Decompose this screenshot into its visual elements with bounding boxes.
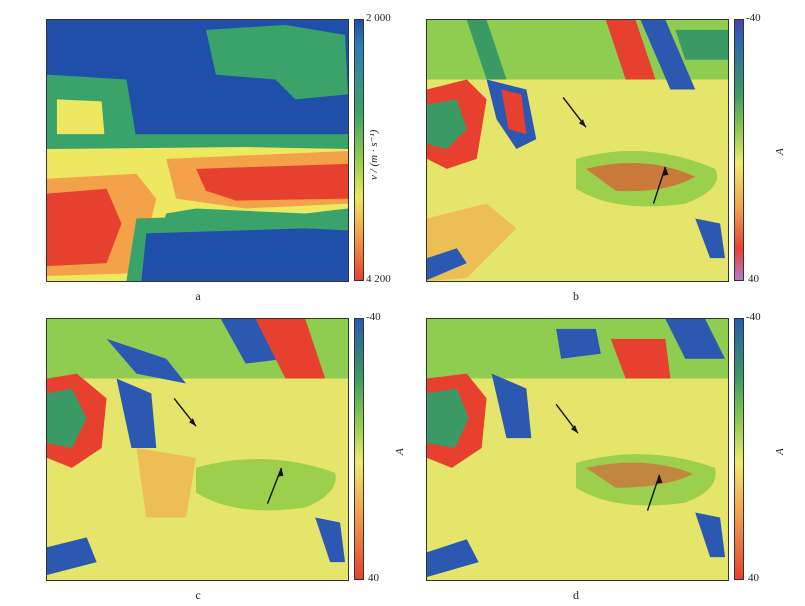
amplitude-colorbar-c	[354, 318, 364, 580]
colorbar-min-label: 40	[748, 572, 759, 584]
velocity-colorbar	[354, 19, 364, 281]
colorbar-min-label: 4 200	[366, 273, 391, 285]
colorbar-axis-label: A	[774, 148, 786, 155]
colorbar-max-label: -40	[746, 311, 761, 323]
colorbar-max-label: -40	[746, 12, 761, 24]
colorbar-axis-label: A	[774, 448, 786, 455]
amplitude-image-b	[426, 19, 729, 282]
colorbar-min-label: 40	[748, 273, 759, 285]
velocity-model-image	[46, 19, 349, 282]
colorbar-axis-label: A	[394, 448, 406, 455]
colorbar-min-label: 40	[368, 572, 379, 584]
colorbar-max-label: -40	[366, 311, 381, 323]
panel-caption-a: a	[195, 289, 201, 303]
colorbar-unit-label: v / (m · s⁻¹)	[368, 129, 380, 180]
colorbar-max-label: 2 000	[366, 12, 391, 24]
panel-caption-c: c	[195, 588, 201, 602]
amplitude-colorbar-d	[734, 318, 744, 580]
amplitude-image-c	[46, 318, 349, 581]
panel-caption-b: b	[573, 289, 579, 303]
amplitude-image-d	[426, 318, 729, 581]
amplitude-colorbar-b	[734, 19, 744, 281]
panel-caption-d: d	[573, 588, 579, 602]
